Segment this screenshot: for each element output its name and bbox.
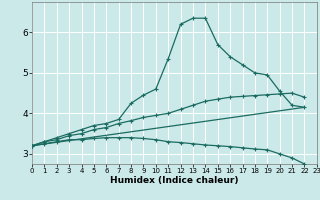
X-axis label: Humidex (Indice chaleur): Humidex (Indice chaleur) bbox=[110, 176, 239, 185]
